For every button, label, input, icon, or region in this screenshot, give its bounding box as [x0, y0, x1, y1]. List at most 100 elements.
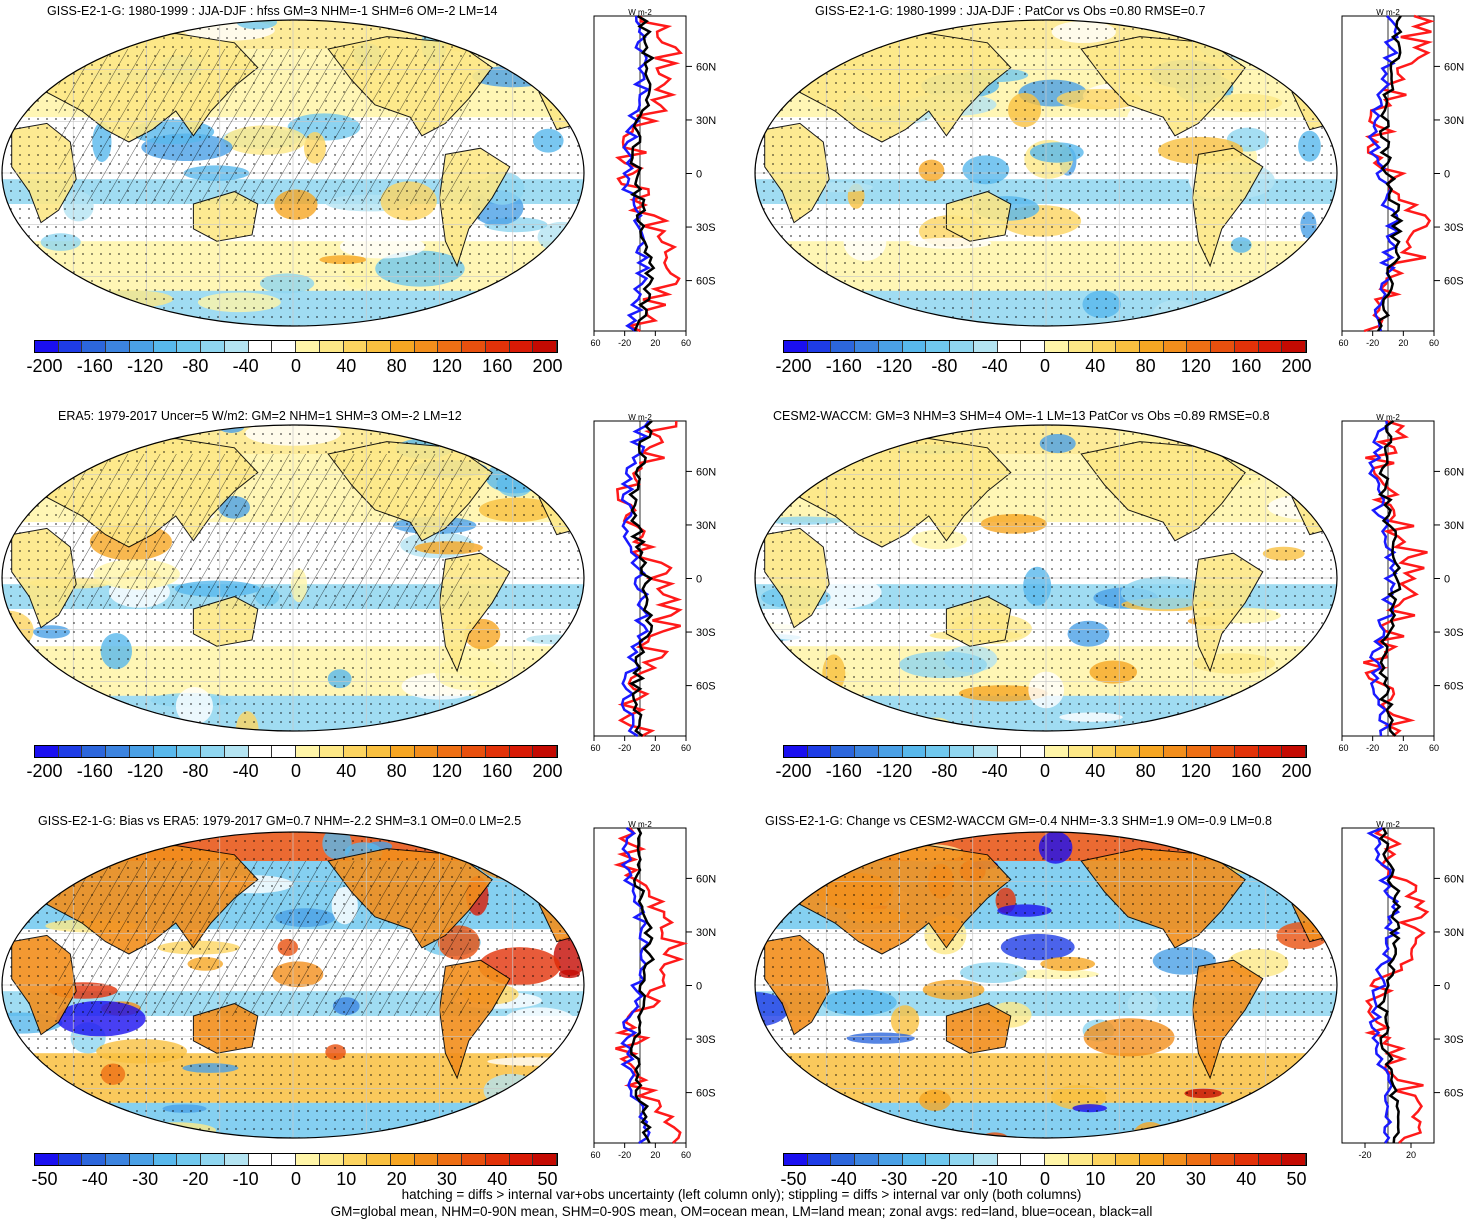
colorbar-tick-label: 50 — [537, 1169, 558, 1189]
colorbar-swatch — [509, 746, 534, 757]
colorbar-swatch — [1234, 1154, 1259, 1165]
latitude-label: 30N — [696, 927, 716, 939]
colorbar-tick-label: -40 — [981, 356, 1008, 376]
latitude-label: 60S — [1444, 1088, 1464, 1100]
colorbar-swatch — [35, 341, 59, 352]
colorbar-swatch — [1068, 1154, 1093, 1165]
colorbar-swatch — [1163, 1154, 1188, 1165]
latitude-label: 30N — [1444, 520, 1464, 532]
colorbar-swatch — [1234, 746, 1259, 757]
colorbar-swatch — [319, 746, 344, 757]
footer-line-2: GM=global mean, NHM=0-90N mean, SHM=0-90… — [330, 1204, 1153, 1219]
colorbar-tick-label: 20 — [386, 1169, 407, 1189]
latitude-label: 30S — [696, 1034, 716, 1046]
colorbar-swatch — [391, 746, 415, 757]
land-zonal-line — [1363, 14, 1435, 333]
colorbar-tick-label: 10 — [1085, 1169, 1106, 1189]
colorbar-swatch — [784, 746, 808, 757]
colorbar-swatch — [177, 746, 202, 757]
colorbar-swatch — [878, 746, 903, 757]
colorbar-swatch — [1211, 341, 1235, 352]
colorbar-swatch — [973, 1154, 998, 1165]
zonal-x-tick-label: 20 — [650, 743, 660, 753]
latitude-label: 60N — [1444, 466, 1464, 478]
latitude-label: 60N — [696, 61, 716, 73]
colorbar-swatch — [343, 746, 368, 757]
colorbar-swatch — [129, 1154, 154, 1165]
panel-title: GISS-E2-1-G: 1980-1999 : JJA-DJF : PatCo… — [815, 4, 1206, 18]
ocean-zonal-line — [1366, 826, 1401, 1144]
colorbar-swatch — [129, 746, 154, 757]
latitude-label: 30S — [696, 627, 716, 639]
colorbar-swatch — [950, 341, 974, 352]
latitude-label: 60N — [696, 873, 716, 885]
map-plot — [1, 19, 585, 327]
zonal-mean-plot: W m-2 60N 30N 0 30S 60S -60 -20 20 60 — [590, 820, 716, 1160]
ocean-zonal-line — [620, 15, 651, 333]
latitude-label: 60N — [1444, 873, 1464, 885]
colorbar-swatch — [367, 746, 392, 757]
colorbar-swatch — [807, 341, 832, 352]
colorbar-swatch — [462, 341, 486, 352]
colorbar-tick-label: 40 — [487, 1169, 508, 1189]
colorbar-swatch — [784, 1154, 808, 1165]
colorbar-swatch — [1092, 341, 1117, 352]
colorbar-swatch — [224, 1154, 249, 1165]
colorbar-swatch — [1116, 341, 1141, 352]
panel-title: GISS-E2-1-G: Change vs CESM2-WACCM GM=-0… — [765, 814, 1272, 828]
zonal-mean-plot: W m-2 60N 30N 0 30S 60S -60 -20 20 60 — [590, 413, 716, 753]
colorbar-swatch — [438, 746, 463, 757]
colorbar-swatch — [1068, 746, 1093, 757]
colorbar-swatch — [1163, 341, 1188, 352]
colorbar-tick-label: 40 — [1085, 761, 1106, 781]
colorbar-tick-label: 40 — [1085, 356, 1106, 376]
colorbar-swatch — [1092, 746, 1117, 757]
colorbar-swatch — [106, 341, 130, 352]
latitude-label: 0 — [1444, 169, 1450, 181]
zonal-mean-plot: W m-2 60N 30N 0 30S 60S -60 -20 20 60 — [1338, 8, 1464, 348]
colorbar-tick-label: -40 — [232, 761, 259, 781]
colorbar-swatch — [973, 341, 998, 352]
panel-title: GISS-E2-1-G: Bias vs ERA5: 1979-2017 GM=… — [38, 814, 522, 828]
latitude-label: 60N — [696, 466, 716, 478]
colorbar-swatch — [272, 341, 297, 352]
colorbar-swatch — [485, 1154, 510, 1165]
colorbar-tick-label: -80 — [931, 356, 958, 376]
colorbar-tick-label: 10 — [336, 1169, 357, 1189]
zonal-x-tick-label: -60 — [1338, 743, 1349, 753]
colorbar-swatch — [438, 341, 463, 352]
colorbar-swatch — [1282, 746, 1307, 757]
colorbar-swatch — [1258, 341, 1283, 352]
colorbar — [34, 1153, 558, 1166]
colorbar-swatch — [296, 341, 320, 352]
colorbar-swatch — [319, 341, 344, 352]
colorbar-swatch — [462, 746, 486, 757]
colorbar-swatch — [1234, 341, 1259, 352]
colorbar-tick-label: 0 — [1039, 356, 1051, 376]
colorbar-swatch — [1140, 746, 1164, 757]
colorbar-tick-label: -30 — [881, 1169, 908, 1189]
colorbar-swatch — [153, 1154, 178, 1165]
colorbar-tick-label: -120 — [876, 356, 913, 376]
zonal-x-tick-label: -60 — [590, 338, 601, 348]
zonal-x-tick-label: -20 — [618, 1150, 631, 1160]
panel-title: GISS-E2-1-G: 1980-1999 : JJA-DJF : hfss … — [47, 4, 498, 18]
colorbar-swatch — [343, 341, 368, 352]
colorbar-swatch — [533, 341, 558, 352]
colorbar-swatch — [1187, 341, 1212, 352]
colorbar-swatch — [177, 1154, 202, 1165]
colorbar-tick-label: -20 — [182, 1169, 209, 1189]
colorbar-swatch — [153, 341, 178, 352]
latitude-label: 60N — [1444, 61, 1464, 73]
colorbar-swatch — [855, 746, 879, 757]
colorbar — [34, 745, 558, 758]
colorbar-swatch — [177, 341, 202, 352]
colorbar-tick-label: 0 — [1039, 1169, 1051, 1189]
colorbar-swatch — [831, 746, 856, 757]
colorbar — [34, 340, 558, 353]
colorbar-swatch — [82, 746, 107, 757]
colorbar-tick-label: 160 — [1231, 761, 1262, 781]
colorbar-tick-label: 120 — [431, 356, 462, 376]
ocean-zonal-line — [1368, 420, 1398, 737]
latitude-label: 0 — [696, 169, 702, 181]
